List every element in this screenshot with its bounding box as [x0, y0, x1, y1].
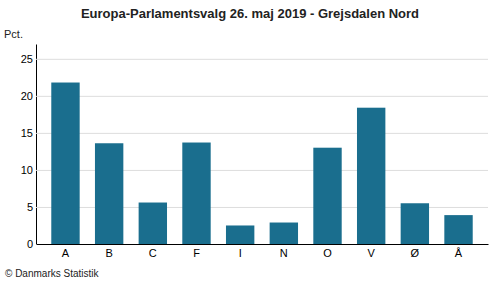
x-tick-label: N — [280, 247, 288, 259]
x-tick-label: I — [239, 247, 242, 259]
chart: Europa-Parlamentsvalg 26. maj 2019 - Gre… — [0, 0, 500, 282]
x-axis-line — [37, 244, 489, 245]
x-tick: C — [149, 244, 157, 259]
grid-line — [36, 96, 488, 97]
y-tick-label: 10 — [21, 164, 33, 176]
title: Europa-Parlamentsvalg 26. maj 2019 - Gre… — [81, 6, 419, 21]
x-tick-label: B — [105, 247, 112, 259]
bar — [182, 143, 210, 244]
y-tick: 20 — [21, 90, 488, 102]
y-tick: 10 — [21, 164, 488, 176]
y-axis-label: Pct. — [4, 28, 23, 40]
y-tick-label: 15 — [21, 127, 33, 139]
bar — [226, 225, 254, 244]
x-axis: ABCFINOVØÅ — [37, 244, 489, 259]
bar — [95, 143, 123, 244]
source: © Danmarks Statistik — [5, 268, 100, 279]
x-tick: V — [368, 244, 376, 259]
x-tick-label: Ø — [411, 247, 420, 259]
x-tick: Å — [455, 244, 463, 259]
bar — [444, 215, 472, 244]
x-tick: Ø — [411, 244, 420, 259]
bars — [51, 83, 472, 244]
y-tick-label: 25 — [21, 53, 33, 65]
y-tick-label: 0 — [27, 238, 33, 250]
y-axis: 0 5 10 15 20 25 — [21, 45, 488, 251]
x-tick: N — [280, 244, 288, 259]
x-tick-label: V — [368, 247, 376, 259]
y-tick: 15 — [21, 127, 488, 139]
x-tick-label: A — [62, 247, 70, 259]
x-tick-label: Å — [455, 247, 463, 259]
grid-line — [36, 244, 488, 245]
x-tick: A — [62, 244, 70, 259]
bar — [270, 223, 298, 244]
x-tick: B — [105, 244, 112, 259]
x-tick-label: O — [323, 247, 332, 259]
y-tick-label: 5 — [27, 201, 33, 213]
x-tick-label: C — [149, 247, 157, 259]
bar — [357, 108, 385, 244]
x-tick: O — [323, 244, 332, 259]
y-tick: 25 — [21, 53, 488, 65]
bar — [139, 203, 167, 244]
x-tick-label: F — [193, 247, 200, 259]
bar — [51, 83, 79, 244]
x-tick: F — [193, 244, 200, 259]
bar — [401, 203, 429, 244]
y-tick-label: 20 — [21, 90, 33, 102]
grid-line — [36, 59, 488, 60]
x-tick: I — [239, 244, 242, 259]
bar — [313, 148, 341, 244]
grid-line — [36, 133, 488, 134]
y-axis-line — [36, 45, 37, 245]
plot: 0 5 10 15 20 25 Pct. A B C F I N O V Ø Å — [4, 28, 489, 259]
